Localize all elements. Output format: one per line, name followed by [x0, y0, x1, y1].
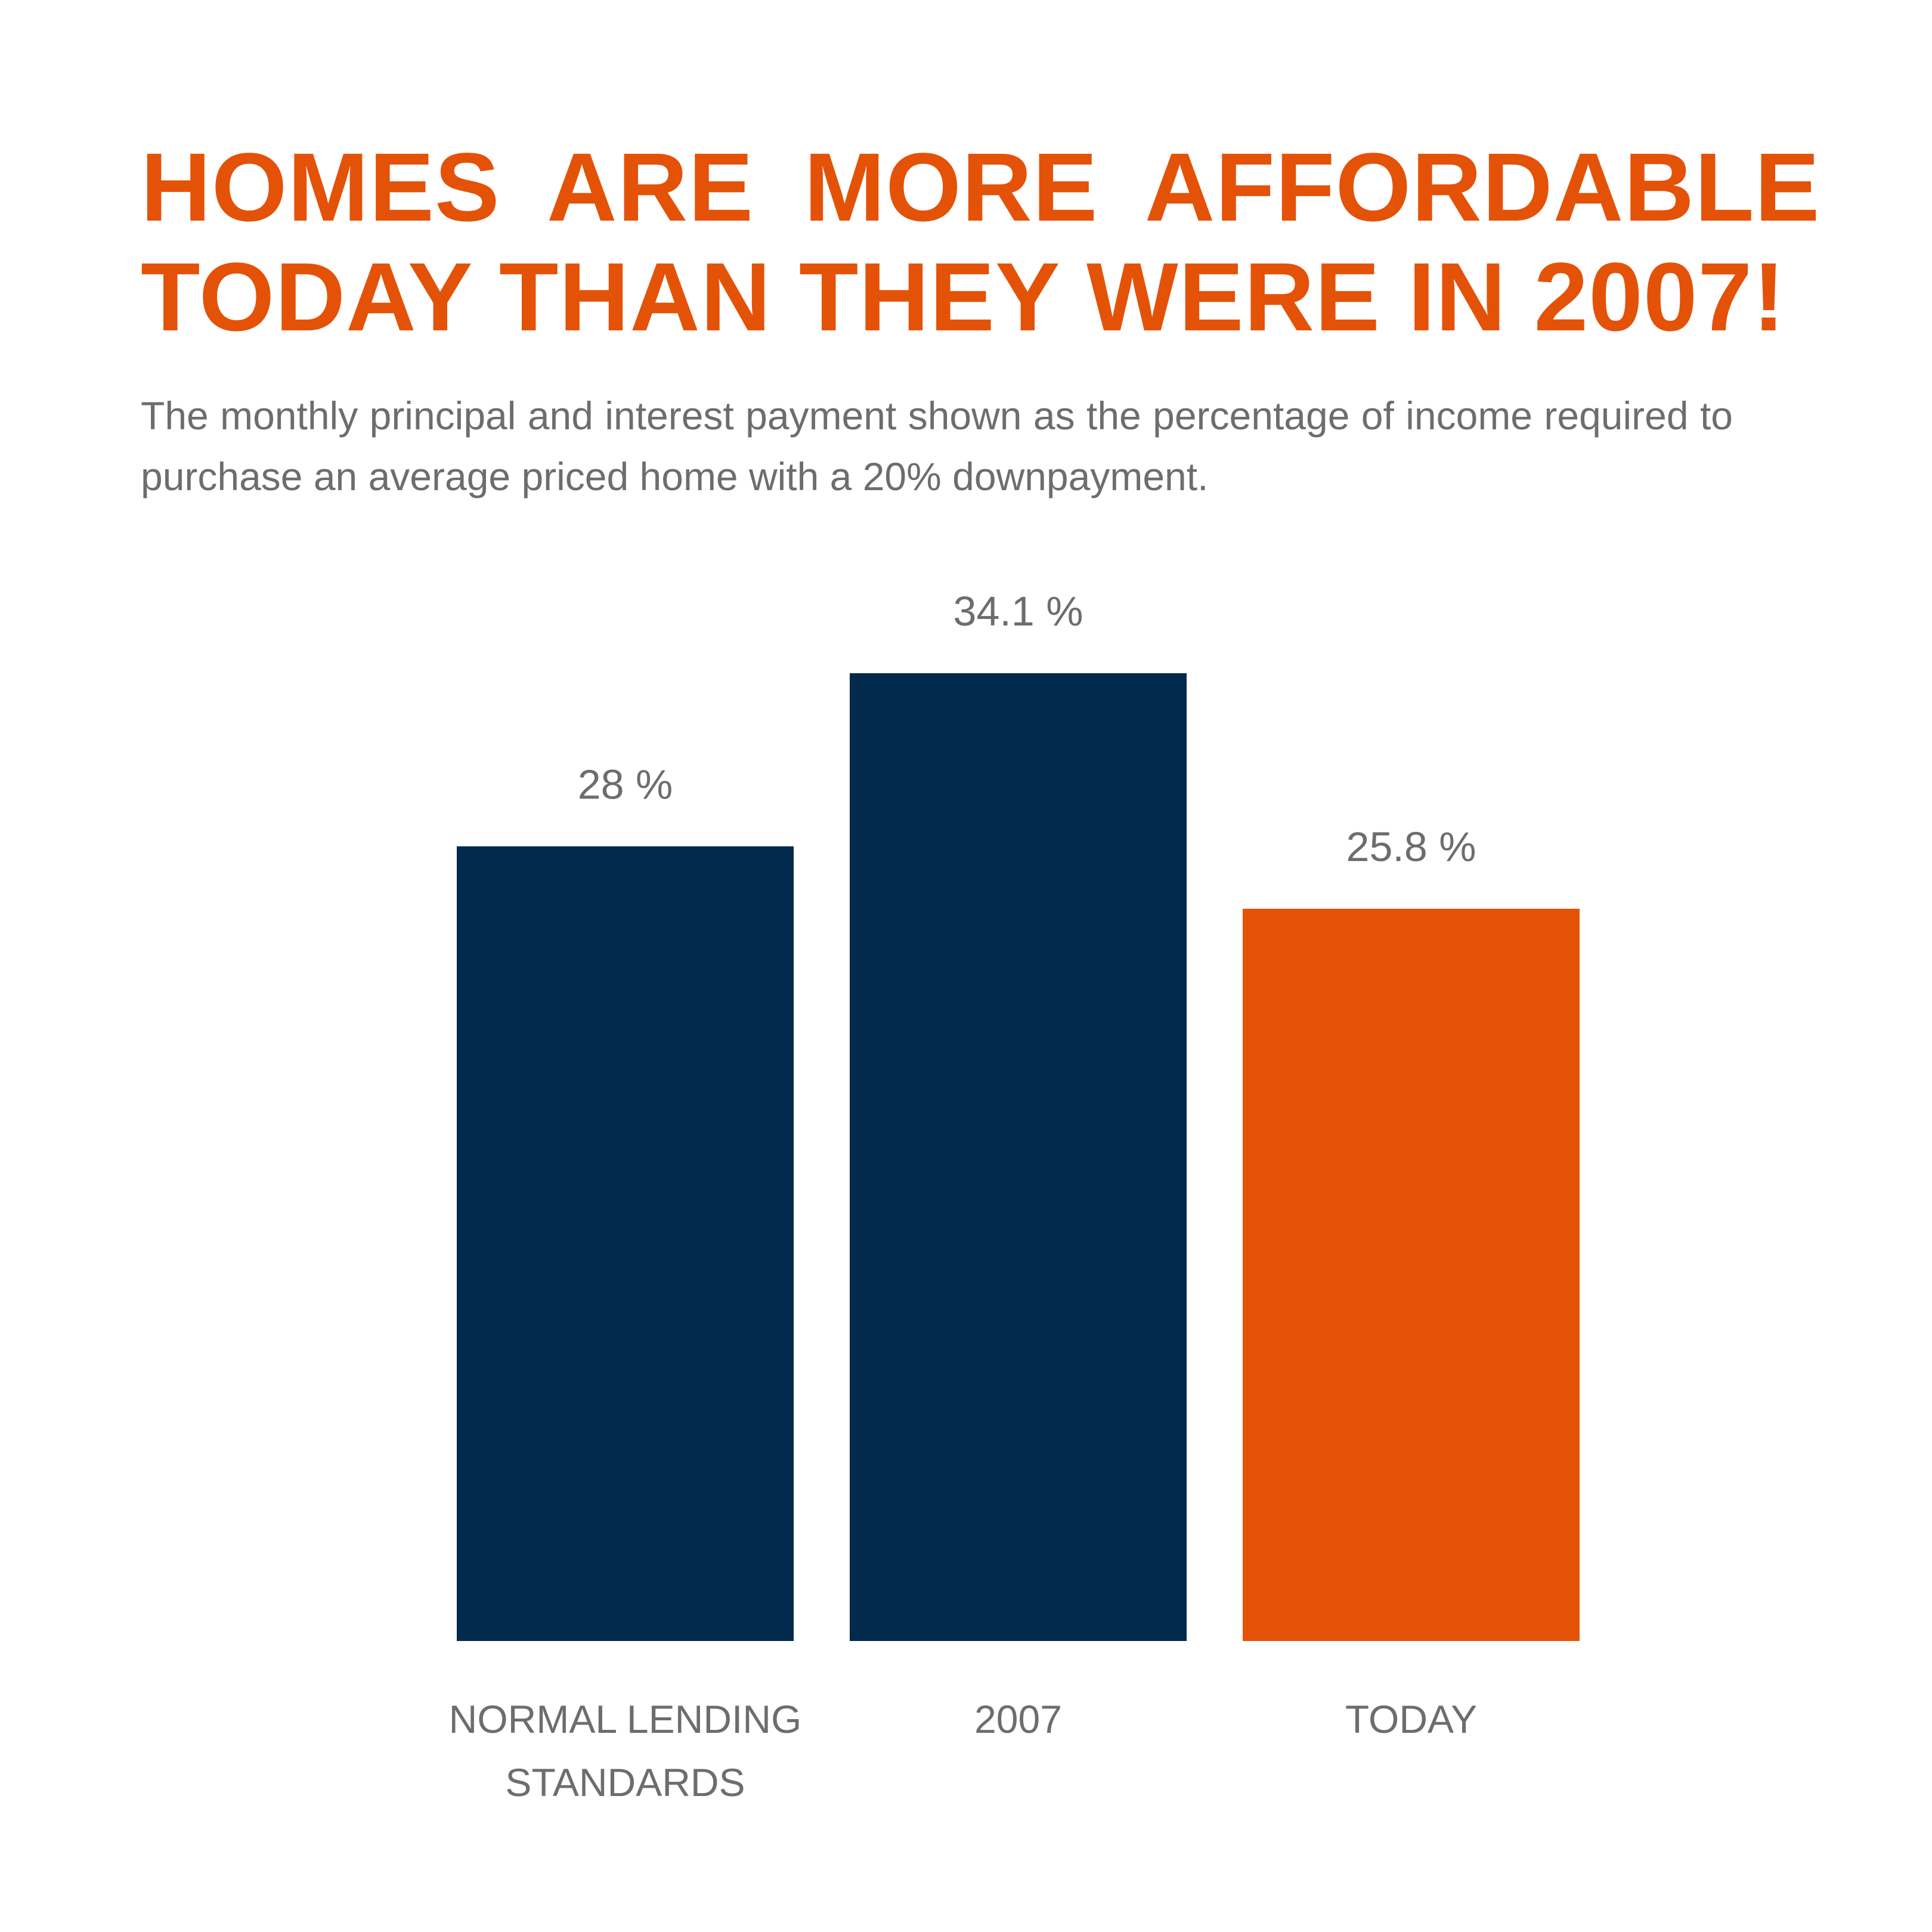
title-line-1: HOMES ARE MORE AFFORDABLE [141, 132, 1820, 242]
value-label-1: 34.1 % [953, 588, 1083, 634]
category-label-0: NORMAL LENDING STANDARDS [449, 1697, 802, 1804]
category-label-1-line-0: 2007 [974, 1697, 1062, 1741]
bar-0 [457, 846, 794, 1641]
value-label-2: 25.8 % [1346, 823, 1476, 870]
value-label-0: 28 % [578, 761, 673, 807]
category-label-0-line-0: NORMAL LENDING [449, 1697, 802, 1741]
bar-1 [850, 673, 1187, 1641]
category-label-2: TODAY [1345, 1697, 1477, 1741]
bar-2 [1243, 909, 1580, 1641]
chart-title: HOMES ARE MORE AFFORDABLE TODAY THAN THE… [141, 132, 1820, 352]
category-labels: NORMAL LENDING STANDARDS 2007 TODAY [449, 1697, 1477, 1804]
title-line-2: TODAY THAN THEY WERE IN 2007! [141, 242, 1786, 351]
category-label-1: 2007 [974, 1697, 1062, 1741]
category-label-0-line-1: STANDARDS [505, 1760, 745, 1804]
category-label-2-line-0: TODAY [1345, 1697, 1477, 1741]
chart-subtitle: The monthly principal and interest payme… [141, 394, 1733, 499]
bars [457, 673, 1580, 1641]
value-labels: 28 % 34.1 % 25.8 % [578, 588, 1476, 870]
